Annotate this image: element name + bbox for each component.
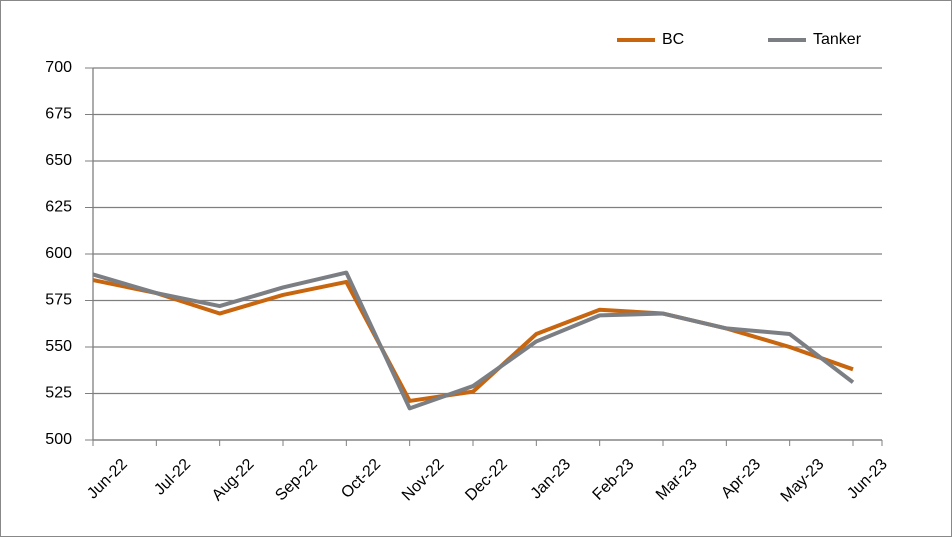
y-tick-label: 600 [45, 245, 72, 262]
legend-label: Tanker [813, 31, 862, 48]
y-tick-label: 675 [45, 106, 72, 123]
y-tick-label: 625 [45, 199, 72, 216]
y-tick-label: 525 [45, 385, 72, 402]
y-tick-label: 500 [45, 431, 72, 448]
y-tick-label: 575 [45, 292, 72, 309]
y-tick-label: 650 [45, 152, 72, 169]
series-line [92, 270, 855, 411]
y-tick-label: 550 [45, 338, 72, 355]
legend-label: BC [662, 31, 684, 48]
y-tick-label: 700 [45, 59, 72, 76]
